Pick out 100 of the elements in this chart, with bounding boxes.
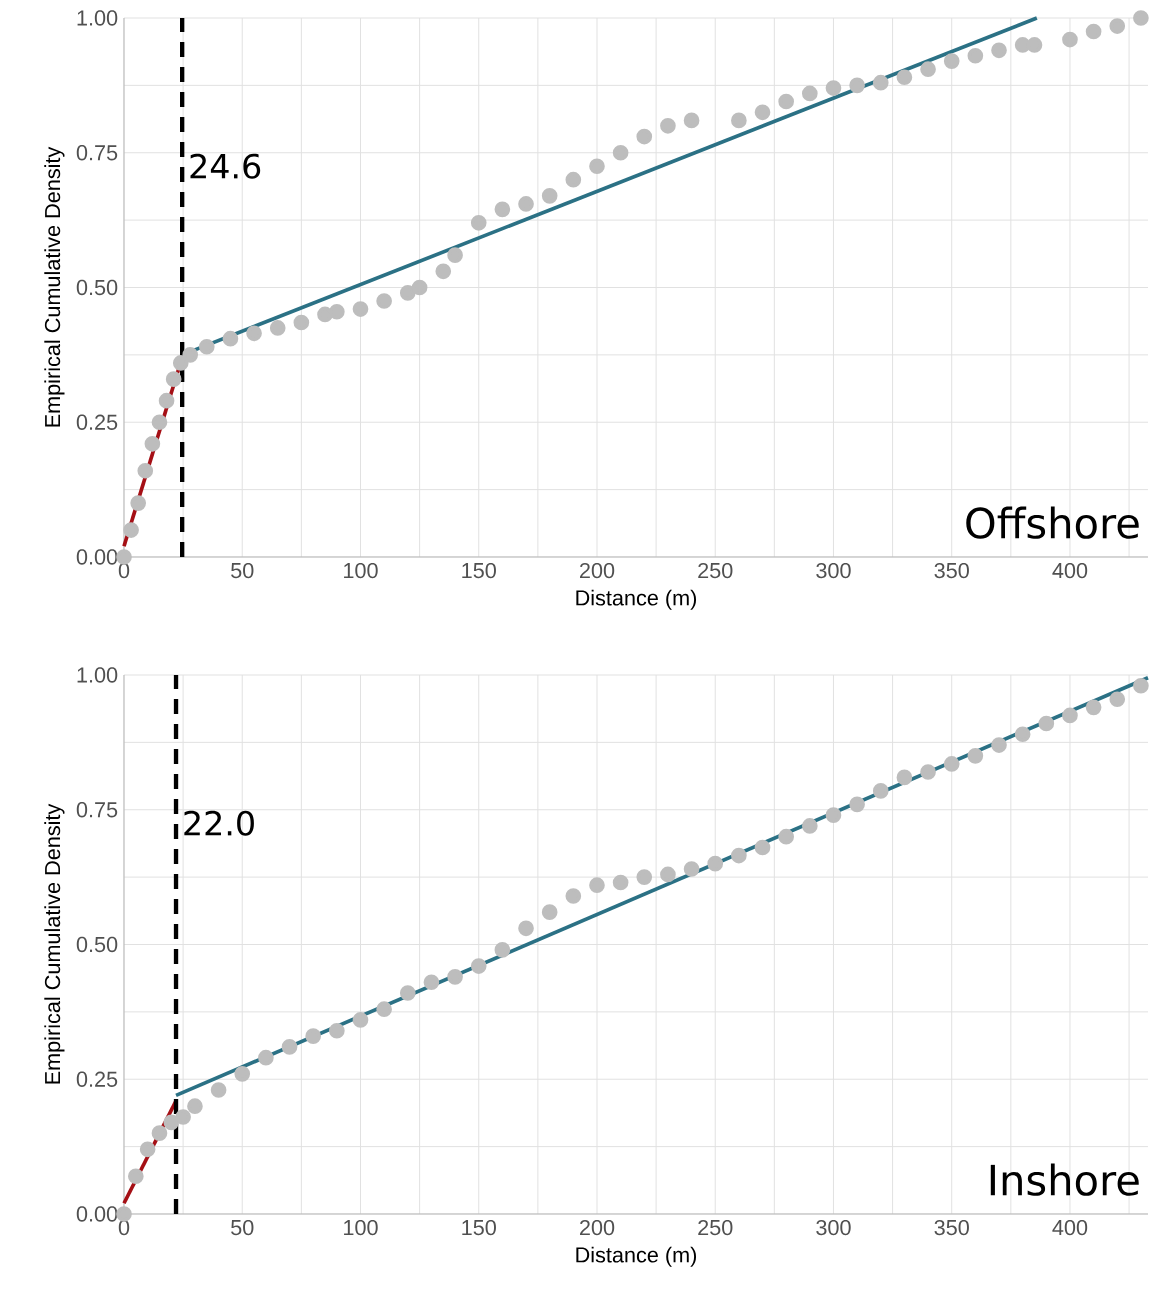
point xyxy=(825,80,842,96)
point xyxy=(137,462,154,479)
point xyxy=(158,392,175,409)
point xyxy=(293,314,310,331)
point xyxy=(144,435,161,452)
x-tick-label: 300 xyxy=(816,1219,851,1236)
point xyxy=(872,74,889,91)
point xyxy=(801,85,818,102)
x-tick-label: 150 xyxy=(462,1219,496,1236)
point xyxy=(896,69,913,86)
x-tick-label: 350 xyxy=(934,1219,969,1236)
point xyxy=(518,196,534,212)
x-tick-label: 250 xyxy=(698,562,733,579)
point xyxy=(872,783,889,799)
point xyxy=(589,158,605,175)
point xyxy=(612,144,629,161)
point xyxy=(920,764,936,780)
point xyxy=(222,330,239,347)
point xyxy=(778,93,795,110)
x-axis-title: Distance (m) xyxy=(576,1246,697,1267)
point xyxy=(130,495,147,511)
annotation: Inshore xyxy=(990,1163,1139,1196)
point xyxy=(305,1028,322,1044)
point xyxy=(1062,31,1078,48)
point xyxy=(801,818,818,834)
point xyxy=(1109,691,1126,708)
point xyxy=(754,839,771,856)
point xyxy=(246,325,262,342)
point xyxy=(198,338,215,355)
point xyxy=(683,861,700,877)
point xyxy=(127,1168,144,1185)
point xyxy=(565,171,582,188)
point xyxy=(1109,18,1126,34)
point xyxy=(612,874,629,891)
point xyxy=(317,306,333,323)
point xyxy=(943,53,960,69)
point xyxy=(352,301,369,317)
y-tick-label: 1.00 xyxy=(77,667,118,683)
y-tick-label: 0.25 xyxy=(76,414,118,430)
x-tick-label: 150 xyxy=(462,562,496,579)
point xyxy=(329,1022,345,1039)
point xyxy=(172,355,189,371)
point xyxy=(683,112,700,129)
point xyxy=(470,214,487,231)
point xyxy=(1085,699,1102,716)
point xyxy=(565,888,582,904)
point xyxy=(435,263,452,280)
x-tick-label: 200 xyxy=(580,1219,615,1236)
point xyxy=(518,920,534,937)
x-tick-label: 100 xyxy=(344,1219,378,1236)
point xyxy=(163,1114,180,1131)
point xyxy=(447,968,463,985)
point xyxy=(1038,715,1055,732)
point xyxy=(541,904,558,920)
y-tick-label: 1.00 xyxy=(77,10,118,26)
point xyxy=(210,1082,227,1098)
point xyxy=(1133,10,1149,26)
y-tick-label: 0.75 xyxy=(76,802,118,818)
point xyxy=(991,737,1007,753)
point xyxy=(589,877,605,894)
x-tick-label: 100 xyxy=(344,562,378,579)
point xyxy=(541,188,558,204)
x-tick-label: 400 xyxy=(1052,1219,1088,1236)
point xyxy=(376,1001,392,1018)
point xyxy=(494,942,511,958)
ref-line-label: 22.0 xyxy=(184,810,254,836)
point xyxy=(151,414,168,431)
point xyxy=(991,42,1007,59)
point xyxy=(1133,677,1149,694)
point xyxy=(896,769,913,786)
point xyxy=(329,303,345,320)
point xyxy=(123,522,139,538)
point xyxy=(849,77,865,94)
x-tick-label: 50 xyxy=(231,1219,254,1236)
x-tick-label: 200 xyxy=(580,562,615,579)
y-tick-label: 0.25 xyxy=(76,1071,118,1087)
ref-line-label: 24.6 xyxy=(190,153,261,179)
point xyxy=(139,1141,156,1158)
point xyxy=(967,47,984,64)
point xyxy=(269,320,286,336)
point xyxy=(731,112,747,129)
point xyxy=(707,855,724,872)
x-tick-label: 400 xyxy=(1052,562,1088,579)
point xyxy=(1014,726,1031,743)
point xyxy=(447,247,463,263)
point xyxy=(731,847,747,864)
y-tick-label: 0.00 xyxy=(76,549,118,565)
y-axis-title: Empirical Cumulative Density xyxy=(44,146,65,427)
point xyxy=(494,201,511,218)
point xyxy=(399,985,416,1001)
y-tick-label: 0.50 xyxy=(76,279,118,296)
point xyxy=(234,1066,251,1082)
point xyxy=(187,1098,203,1115)
point xyxy=(470,958,487,974)
annotation: Offshore xyxy=(966,506,1139,539)
point xyxy=(1085,23,1102,40)
x-tick-label: 250 xyxy=(698,1219,733,1236)
point xyxy=(778,828,795,845)
point xyxy=(281,1039,298,1055)
point xyxy=(849,796,865,813)
